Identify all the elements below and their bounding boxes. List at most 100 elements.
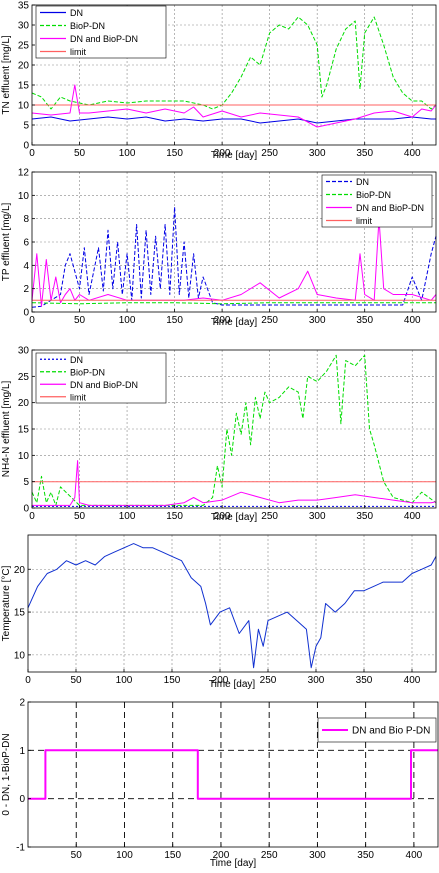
y-tick-label: 25 [18,41,30,52]
legend-label: limit [70,47,86,57]
y-tick-label: 5 [23,121,29,132]
y-tick-label: 1 [19,746,25,757]
x-tick-label: 100 [119,511,136,522]
chart-3: 0 50 100 150 200 250 300 350 400 0 5 10 15 20 25 30 Time… [1,346,437,523]
x-tick-label: 200 [213,850,230,861]
x-axis-label: Time [day] [211,512,258,523]
legend-label: DN [356,177,369,187]
x-tick-label: 0 [29,511,35,522]
x-tick-label: 350 [356,675,373,686]
y-tick-label: 20 [14,565,26,576]
y-tick-label: 2 [19,698,25,709]
legend: DN BioP-DN DN and BioP-DN limit [35,5,167,59]
x-axis-label: Time [day] [211,317,258,328]
x-tick-label: 400 [404,511,421,522]
legend-label: limit [356,216,372,226]
x-tick-label: 300 [309,511,326,522]
x-axis-label: Time [day] [211,150,258,161]
y-tick-label: 12 [18,168,30,179]
x-tick-label: 150 [164,675,181,686]
x-tick-label: 400 [404,148,421,159]
x-tick-label: 300 [308,675,325,686]
x-tick-label: 150 [166,148,183,159]
x-tick-label: 100 [116,675,133,686]
x-tick-label: 350 [356,315,373,326]
legend-box [321,174,433,228]
x-tick-label: 400 [406,850,423,861]
series-line-2 [31,302,436,305]
x-tick-label: 200 [214,148,231,159]
series-line-2 [31,16,437,110]
chart-5: 50 100 150 200 250 300 350 400 -1 0 1 2 Time [day] 0 … [1,698,439,869]
y-tick-label: 15 [18,425,30,436]
x-tick-label: 50 [71,850,83,861]
x-tick-label: 250 [261,511,278,522]
plot-area [28,535,436,672]
y-tick-label: 0 [23,308,29,319]
x-tick-label: 300 [309,315,326,326]
y-tick-label: 35 [18,1,30,12]
legend-label: BioP-DN [70,21,105,31]
legend-label: DN and BioP-DN [356,203,424,213]
x-tick-label: 150 [166,511,183,522]
x-tick-label: 300 [309,148,326,159]
x-axis-label: Time [day] [210,858,257,869]
y-tick-label: 6 [23,238,29,249]
chart-2: 0 50 100 150 200 250 300 350 400 0 2 4 6 8 10 12 Time [d… [1,168,437,328]
y-axis-label: NH4-N effluent [mg/L] [1,381,12,478]
legend-label: DN [70,355,83,365]
legend-box [35,5,167,59]
legend-label: limit [70,392,86,402]
x-tick-label: 200 [212,675,229,686]
y-tick-label: 30 [18,346,30,357]
series-line-3 [31,84,437,128]
legend-label: DN and BioP-DN [70,34,138,44]
y-tick-label: 30 [18,21,30,32]
x-tick-label: 350 [356,511,373,522]
x-tick-label: 400 [404,675,421,686]
legend: DN BioP-DN DN and BioP-DN limit [35,352,167,404]
legend-box [35,352,167,404]
y-axis-label: Temperature [°C] [1,565,12,641]
x-tick-label: 0 [25,675,31,686]
y-axis-label: TP effluent [mg/L] [1,203,12,282]
chart-1: 0 50 100 150 200 250 300 350 400 0 5 10 15 20 25 30 35 Ti… [1,1,437,161]
x-tick-label: 100 [116,850,133,861]
legend: DN BioP-DN DN and BioP-DN limit [321,174,433,228]
y-tick-label: 10 [18,451,30,462]
y-tick-label: -1 [16,843,25,854]
x-tick-label: 250 [261,148,278,159]
y-tick-label: 0 [23,141,29,152]
axes-frame [27,534,437,673]
x-tick-label: 250 [261,315,278,326]
x-tick-label: 100 [119,148,136,159]
y-tick-label: 8 [23,214,29,225]
series-line-1 [31,116,436,124]
series-line-3 [31,218,437,307]
x-tick-label: 250 [260,675,277,686]
y-tick-label: 25 [18,372,30,383]
x-tick-label: 50 [74,511,86,522]
legend-label: BioP-DN [70,367,105,377]
x-tick-label: 350 [357,850,374,861]
x-tick-label: 0 [29,315,35,326]
y-tick-label: 20 [18,398,30,409]
x-tick-label: 100 [119,315,136,326]
y-axis-label: TN effluent [mg/L] [1,35,12,115]
legend-label: BioP-DN [356,190,391,200]
x-tick-label: 300 [309,850,326,861]
y-tick-label: 20 [18,61,30,72]
legend: DN and Bio P-DN [317,717,437,743]
y-tick-label: 10 [18,191,30,202]
chart-4: 0 50 100 150 200 250 300 350 400 10 15 20 Time [day]… [1,534,437,690]
legend-label: DN and Bio P-DN [352,726,430,737]
y-tick-label: 10 [14,650,26,661]
x-tick-label: 150 [166,315,183,326]
x-tick-label: 50 [70,675,82,686]
x-tick-label: 350 [356,148,373,159]
x-tick-label: 200 [214,511,231,522]
legend-label: DN [70,8,83,18]
series-line-1 [27,543,437,669]
axes-frame [31,4,437,146]
